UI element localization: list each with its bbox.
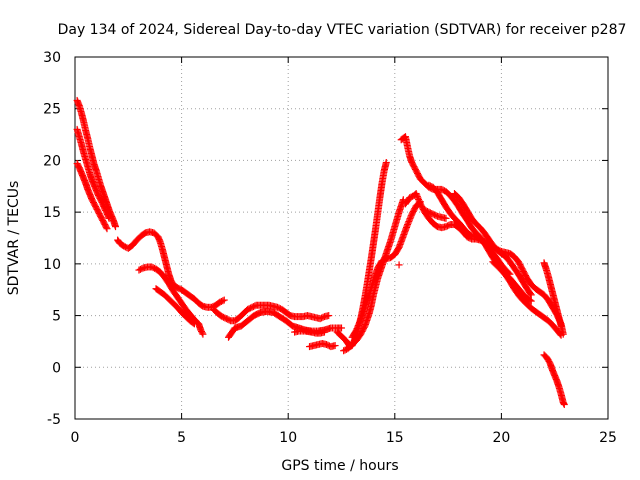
x-tick-label: 0 bbox=[71, 430, 80, 446]
data-point bbox=[413, 192, 421, 200]
data-point bbox=[414, 194, 422, 202]
data-point bbox=[412, 190, 420, 198]
data-point bbox=[190, 320, 198, 328]
data-point bbox=[220, 296, 228, 304]
data-point bbox=[413, 191, 421, 199]
data-points bbox=[73, 96, 568, 409]
data-point bbox=[198, 329, 206, 337]
data-point bbox=[355, 320, 363, 328]
data-point bbox=[355, 319, 363, 327]
data-point bbox=[559, 330, 567, 338]
data-point bbox=[105, 214, 113, 222]
y-tick-label: 15 bbox=[43, 205, 61, 221]
data-point bbox=[325, 312, 333, 320]
x-tick-label: 15 bbox=[386, 430, 404, 446]
data-point bbox=[442, 214, 450, 222]
y-tick-label: 30 bbox=[43, 50, 61, 66]
grid bbox=[75, 57, 608, 419]
data-point bbox=[352, 326, 360, 334]
data-point bbox=[353, 325, 361, 333]
data-point bbox=[406, 215, 414, 223]
data-point bbox=[112, 223, 120, 231]
data-point bbox=[338, 324, 345, 332]
y-tick-label: -5 bbox=[47, 412, 61, 428]
data-point bbox=[404, 219, 412, 227]
data-point bbox=[395, 261, 403, 269]
data-point bbox=[382, 158, 390, 166]
data-point bbox=[320, 328, 328, 336]
y-axis-label: SDTVAR / TECUs bbox=[6, 181, 22, 296]
x-tick-label: 20 bbox=[492, 430, 510, 446]
data-point bbox=[219, 297, 227, 305]
y-tick-label: 20 bbox=[43, 153, 61, 169]
data-point bbox=[102, 223, 110, 231]
y-tick-label: 10 bbox=[43, 257, 61, 273]
x-tick-label: 5 bbox=[177, 430, 186, 446]
data-point bbox=[527, 297, 535, 305]
data-point bbox=[415, 195, 423, 203]
data-point bbox=[354, 322, 362, 330]
data-point bbox=[405, 218, 413, 226]
data-point bbox=[189, 319, 197, 327]
data-point bbox=[331, 342, 339, 350]
data-point bbox=[354, 323, 362, 331]
axis-tick-labels: 0 5 10 15 20 25 -5 0 5 10 15 20 25 30 bbox=[43, 50, 617, 446]
data-point bbox=[557, 322, 565, 330]
data-point bbox=[199, 330, 207, 338]
data-point bbox=[405, 216, 413, 224]
data-point bbox=[404, 221, 412, 229]
plot-frame bbox=[74, 56, 609, 420]
data-point bbox=[526, 296, 534, 304]
y-tick-label: 0 bbox=[52, 360, 61, 376]
y-tick-label: 5 bbox=[52, 309, 61, 325]
x-axis-label: GPS time / hours bbox=[281, 458, 398, 474]
chart-title: Day 134 of 2024, Sidereal Day-to-day VTE… bbox=[58, 22, 627, 38]
data-point bbox=[407, 213, 415, 221]
data-point bbox=[526, 290, 534, 298]
data-point bbox=[103, 225, 111, 233]
axis-ticks bbox=[74, 56, 609, 420]
data-point bbox=[527, 291, 535, 299]
x-tick-label: 10 bbox=[279, 430, 297, 446]
data-point bbox=[415, 197, 423, 205]
data-point bbox=[560, 401, 568, 409]
x-tick-label: 25 bbox=[599, 430, 617, 446]
y-tick-label: 25 bbox=[43, 102, 61, 118]
